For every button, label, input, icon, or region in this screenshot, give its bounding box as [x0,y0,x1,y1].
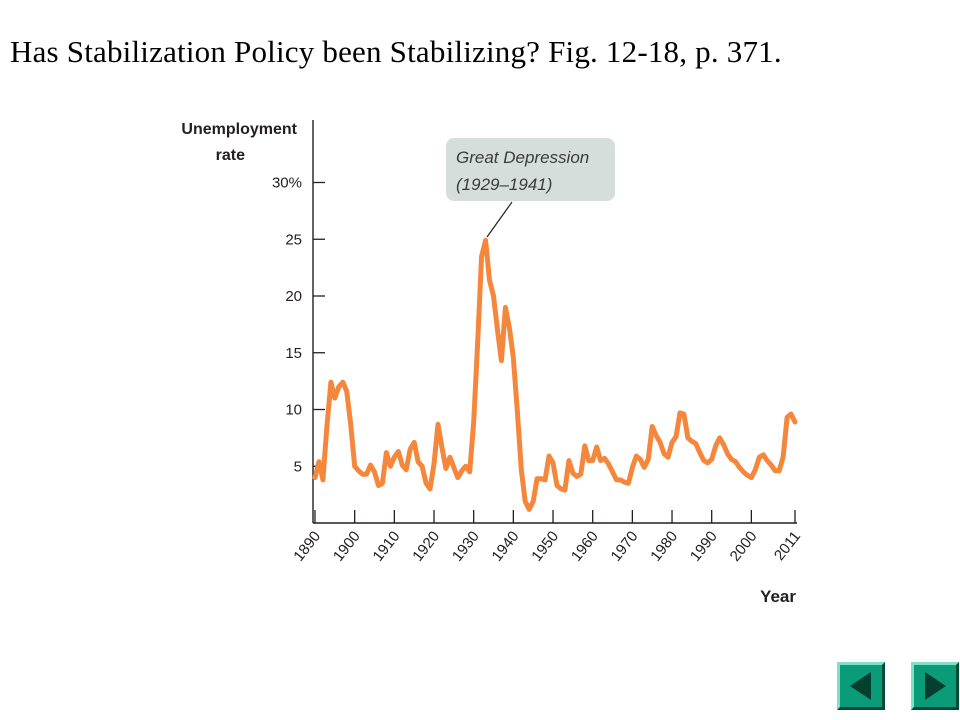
x-tick-label: 1970 [608,528,642,565]
slide-title: Has Stabilization Policy been Stabilizin… [10,34,782,69]
x-tick-label: 1910 [370,528,404,565]
callout-box [446,138,615,201]
left-triangle-icon [850,672,871,700]
next-slide-button[interactable] [911,662,959,710]
unemployment-series-line [312,237,798,512]
x-tick-label: 1920 [409,528,443,565]
series-group [312,237,798,512]
right-triangle-icon [925,672,946,700]
x-tick-label: 1940 [489,528,523,565]
callout-pointer [486,201,513,238]
y-tick-label: 5 [294,458,302,475]
y-tick-label: 30% [272,175,302,192]
x-tick-label: 2011 [771,528,804,564]
callout: Great Depression (1929–1941) [446,138,615,238]
y-tick-label: 10 [285,402,302,419]
y-axis-label-line2: rate [216,147,245,164]
y-axis-label-line1: Unemployment [181,121,297,138]
x-tick-label: 1950 [528,528,562,565]
x-tick-label: 2000 [727,528,761,565]
unemployment-chart: Great Depression (1929–1941) Unemploymen… [181,120,804,606]
x-tick-label: 1980 [647,528,681,565]
y-tick-label: 15 [285,345,302,362]
x-tick-label: 1890 [290,528,324,565]
prev-slide-button[interactable] [837,662,885,710]
callout-line1: Great Depression [456,148,589,167]
y-tick-label: 25 [285,231,302,248]
x-tick-label: 1930 [449,528,483,565]
y-tick-label: 20 [285,288,302,305]
x-axis-label: Year [760,587,796,606]
axes: Unemployment rate Year [181,120,797,606]
x-tick-label: 1990 [687,528,721,565]
ticks: 5 10 15 20 25 30% 1890 1900 1910 1920 1930 1940 1950… [272,175,804,565]
x-tick-label: 1960 [568,528,602,565]
x-tick-label: 1900 [330,528,364,565]
callout-line2: (1929–1941) [456,175,552,194]
